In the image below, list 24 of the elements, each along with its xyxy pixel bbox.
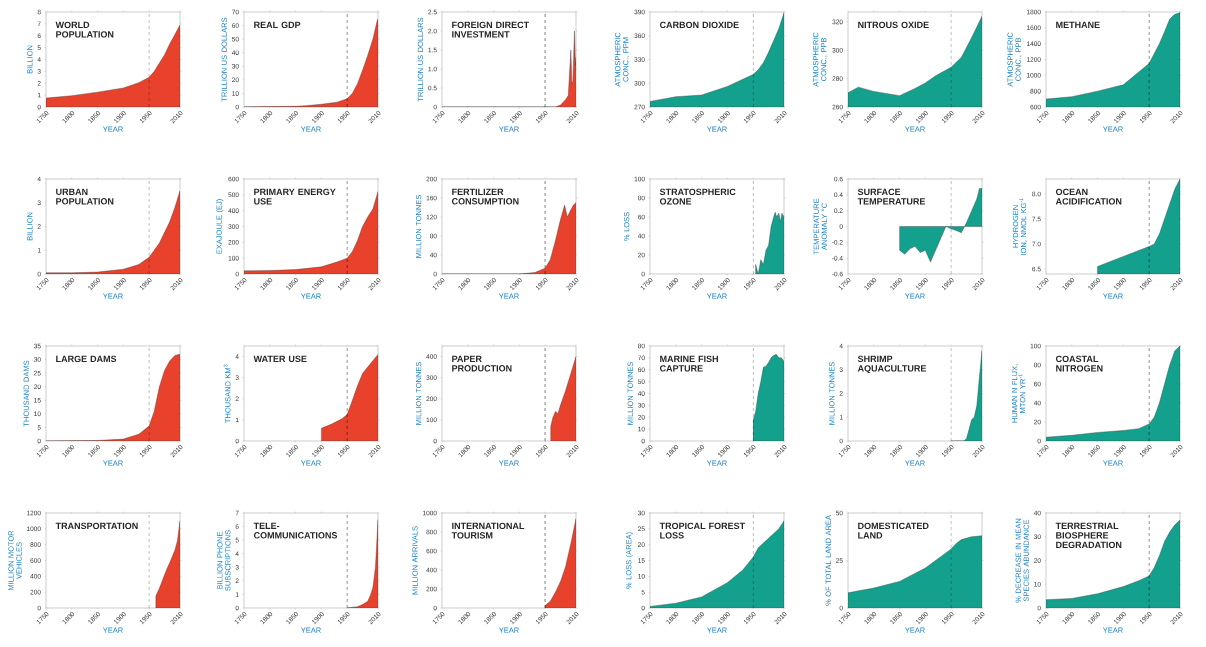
text: WATER USE	[253, 355, 307, 363]
text: REAL GDP	[254, 21, 301, 29]
text: TRANSPORTATION	[55, 522, 138, 530]
text: LARGE DAMS	[56, 355, 117, 363]
text: TERRESTRIAL BIOSPHERE DEGRADATION	[1055, 522, 1122, 549]
text: TROPICAL FOREST LOSS	[659, 522, 745, 539]
text: FOREIGN DIRECT INVESTMENT	[452, 21, 529, 38]
text: COASTAL NITROGEN	[1055, 355, 1103, 372]
text: SHRIMP AQUACULTURE	[857, 355, 927, 374]
text: NITROUS OXIDE	[858, 21, 929, 29]
text: SURFACE TEMPERATURE	[857, 188, 926, 205]
text: INTERNATIONAL TOURISM	[451, 522, 525, 539]
text: OCEAN ACIDIFICATION	[1055, 188, 1122, 205]
text: DOMESTICATED LAND	[858, 522, 929, 539]
text: METHANE	[1056, 21, 1100, 28]
text: TELE-COMMUNICATIONS	[253, 522, 338, 539]
text: MARINE FISH CAPTURE	[659, 355, 718, 372]
text: STRATOSPHERIC OZONE	[659, 188, 736, 205]
text: WORLD POPULATION	[55, 21, 114, 38]
text: URBAN POPULATION	[56, 188, 114, 205]
text: FERTILIZER CONSUMPTION	[451, 188, 519, 205]
text: PRIMARY ENERGY USE	[254, 188, 336, 205]
text: PAPER PRODUCTION	[452, 355, 512, 372]
text: CARBON DIOXIDE	[659, 21, 739, 29]
